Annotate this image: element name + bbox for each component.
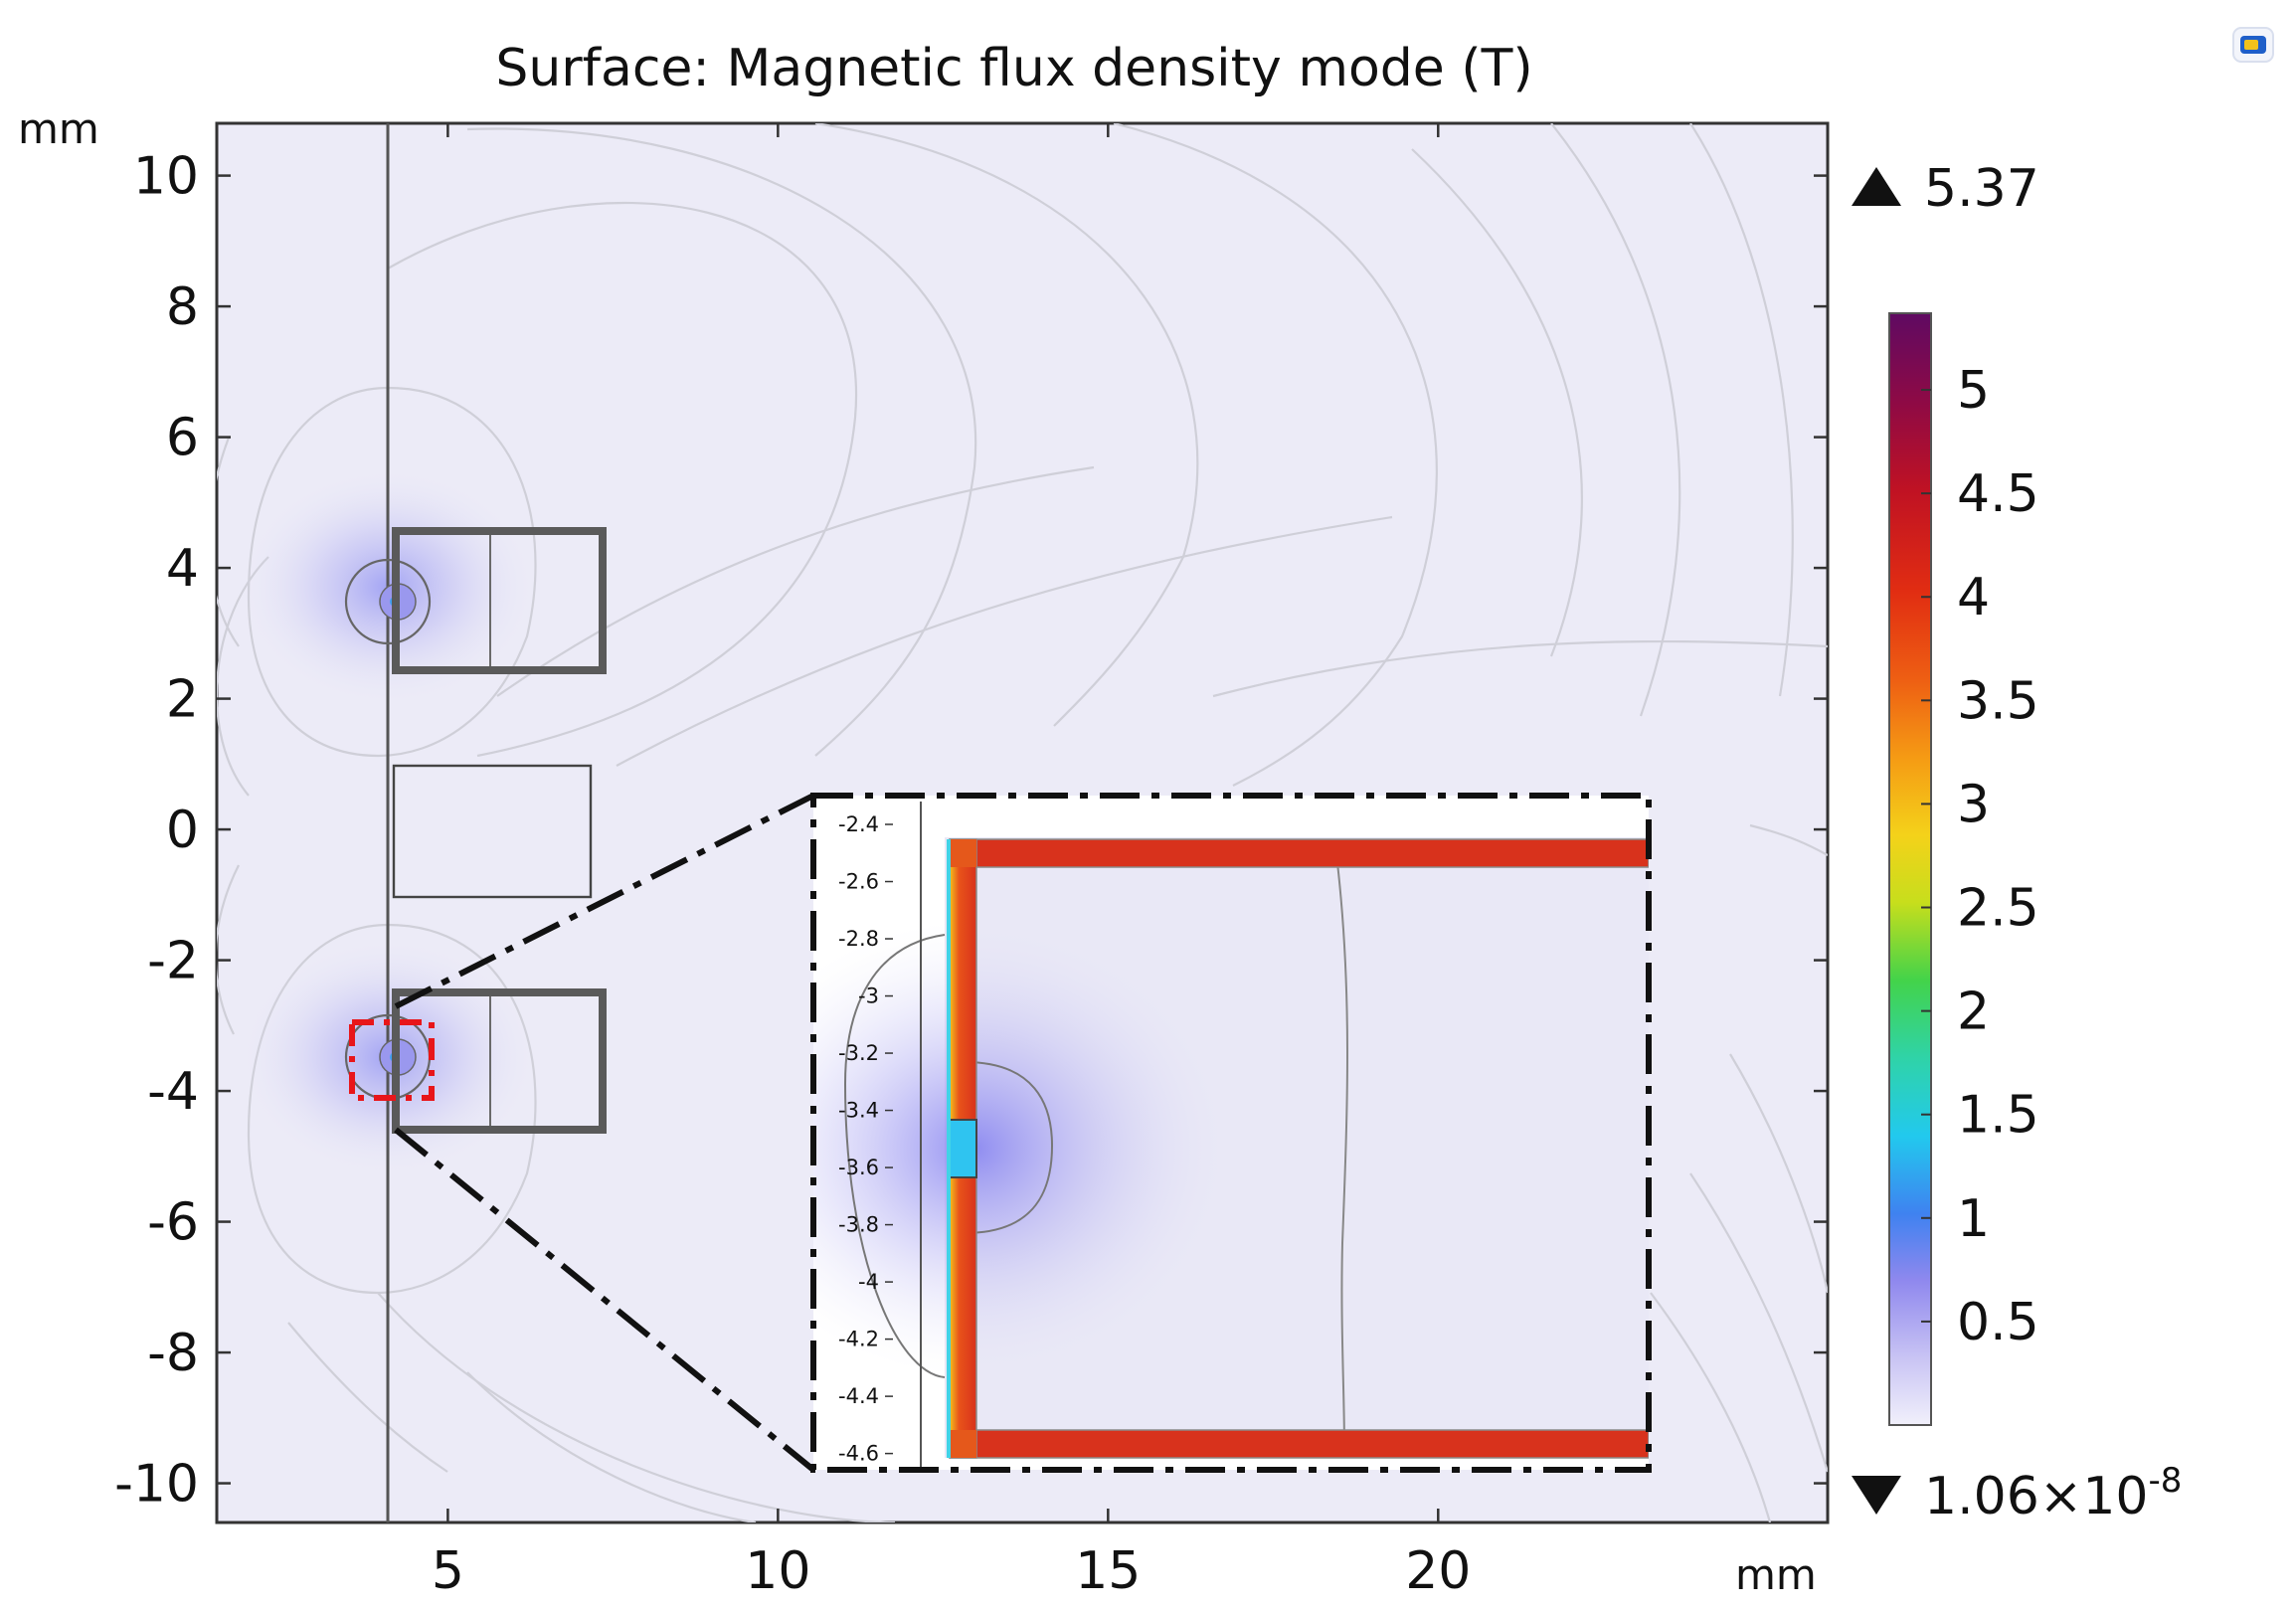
upper-yoke	[392, 527, 607, 674]
inset-y-tick-label: -3.6	[838, 1156, 879, 1179]
inset-gap[interactable]	[949, 1119, 977, 1178]
contour-line	[1689, 123, 1794, 697]
contour-line	[1650, 1292, 1772, 1522]
x-tick-label: 15	[1075, 1541, 1141, 1601]
colorbar-tick-label: 1.5	[1957, 1086, 2039, 1146]
chart-title: Surface: Magnetic flux density mode (T)	[495, 39, 1532, 98]
inset-yoke-top[interactable]	[949, 838, 1649, 868]
inset-frame	[810, 793, 1652, 1473]
contour-line	[287, 1322, 448, 1473]
colorbar-max-arrow-icon	[1852, 167, 1901, 206]
y-tick-label: -10	[114, 1455, 199, 1515]
app-logo-icon[interactable]	[2232, 27, 2274, 63]
inset-y-tick-label: -4.2	[838, 1328, 879, 1351]
x-axis-unit-label: mm	[1735, 1550, 1817, 1599]
contour-line	[466, 1371, 757, 1522]
inset-y-tick-label: -3	[858, 984, 879, 1008]
zoom-region-marker	[349, 1019, 435, 1101]
y-tick-label: 4	[166, 539, 199, 599]
y-tick-label: 6	[166, 409, 199, 468]
inset-y-tick-label: -2.6	[838, 870, 879, 894]
colorbar-tick-label: 4	[1957, 568, 1990, 627]
colorbar-min-arrow-icon	[1852, 1476, 1901, 1515]
inset-y-tick-label: -4	[858, 1270, 879, 1294]
contour-line	[466, 127, 977, 757]
contour-line	[1212, 639, 1828, 698]
inset-contour-line	[843, 934, 946, 1378]
lower-yoke	[392, 988, 607, 1134]
zoom-connector-top	[394, 793, 815, 1009]
contour-line	[814, 123, 1199, 727]
inset-y-tick-label: -3.2	[838, 1041, 879, 1065]
center-block	[392, 764, 593, 899]
inset-y-tick-label: -3.8	[838, 1213, 879, 1237]
field-lines	[217, 123, 1828, 1522]
zoom-connector-bottom	[394, 1127, 815, 1473]
contour-line	[1550, 123, 1681, 717]
colorbar-tick-label: 0.5	[1957, 1293, 2039, 1352]
zoom-inset: -2.4 -2.6 -2.8 -3 -3.2 -3.4 -3.6 -3.8 -4 -4.2 -4.4…	[810, 793, 1652, 1473]
y-tick-label: -2	[147, 932, 199, 991]
contour-line	[1113, 123, 1438, 787]
colorbar-tick-label: 5	[1957, 361, 1990, 421]
colorbar-tick-label: 3	[1957, 775, 1990, 834]
y-tick-label: 0	[166, 801, 199, 860]
contour-line	[377, 1292, 896, 1522]
y-tick-label: 2	[166, 670, 199, 730]
inset-contour-line	[964, 1061, 1054, 1234]
contour-line	[1729, 1053, 1828, 1294]
inset-contour-line	[1336, 862, 1348, 1451]
y-axis-unit-label: mm	[18, 104, 99, 153]
contour-line	[1749, 823, 1828, 856]
contour-line	[1411, 148, 1583, 657]
inset-yoke-left-upper[interactable]	[949, 838, 977, 1121]
colorbar-min-label: 1.06×10-8	[1924, 1461, 2182, 1526]
y-tick-label: 8	[166, 277, 199, 337]
y-tick-label: -6	[147, 1193, 199, 1253]
x-axis-ticks: 5 10 15 20	[432, 123, 1471, 1601]
y-tick-label: 10	[133, 147, 199, 207]
inset-y-tick-label: -2.4	[838, 812, 879, 836]
inset-y-ticks: -2.4 -2.6 -2.8 -3 -3.2 -3.4 -3.6 -3.8 -4 -4.2 -4.4…	[838, 812, 893, 1466]
colorbar-tick-label: 2.5	[1957, 879, 2039, 939]
colorbar-gradient	[1888, 312, 1932, 1426]
inset-y-tick-label: -4.4	[838, 1384, 879, 1408]
contour-line	[496, 465, 1095, 697]
contour-line	[1689, 1172, 1828, 1473]
contour-line	[217, 437, 240, 647]
x-tick-label: 10	[745, 1541, 810, 1601]
colorbar-tick-label: 3.5	[1957, 671, 2039, 731]
inset-yoke-bottom[interactable]	[949, 1429, 1649, 1459]
y-tick-label: -8	[147, 1324, 199, 1383]
colorbar-tick-label: 1	[1957, 1189, 1990, 1249]
inset-y-tick-label: -3.4	[838, 1099, 879, 1123]
contour-line	[387, 201, 858, 758]
colorbar-ticks: 5 4.5 4 3.5 3 2.5 2 1.5 1 0.5	[1921, 361, 2039, 1352]
x-tick-label: 5	[432, 1541, 464, 1601]
contour-line	[247, 386, 537, 758]
inset-y-tick-label: -4.6	[838, 1442, 879, 1466]
y-tick-label: -4	[147, 1062, 199, 1122]
colorbar: 5.37 5 4.5 4 3.5 3 2.5 2 1.5 1 0.5 1.06×10-8	[1852, 159, 2182, 1526]
inset-yoke-left-lower[interactable]	[949, 1176, 977, 1459]
colorbar-tick-label: 2	[1957, 983, 1990, 1042]
colorbar-tick-label: 4.5	[1957, 464, 2039, 524]
upper-gap-circle-outer	[344, 558, 432, 645]
contour-line	[217, 864, 240, 1035]
colorbar-min-exponent: -8	[2149, 1461, 2183, 1501]
inset-y-tick-label: -2.8	[838, 927, 879, 951]
y-axis-ticks: 10 8 6 4 2 0 -2 -4 -6 -8 -10	[114, 147, 1828, 1515]
x-tick-label: 20	[1405, 1541, 1471, 1601]
contour-line	[616, 515, 1393, 767]
colorbar-max-label: 5.37	[1924, 159, 2039, 219]
colorbar-min-mantissa: 1.06×10	[1924, 1467, 2149, 1526]
inset-gap-glow	[813, 920, 1233, 1377]
